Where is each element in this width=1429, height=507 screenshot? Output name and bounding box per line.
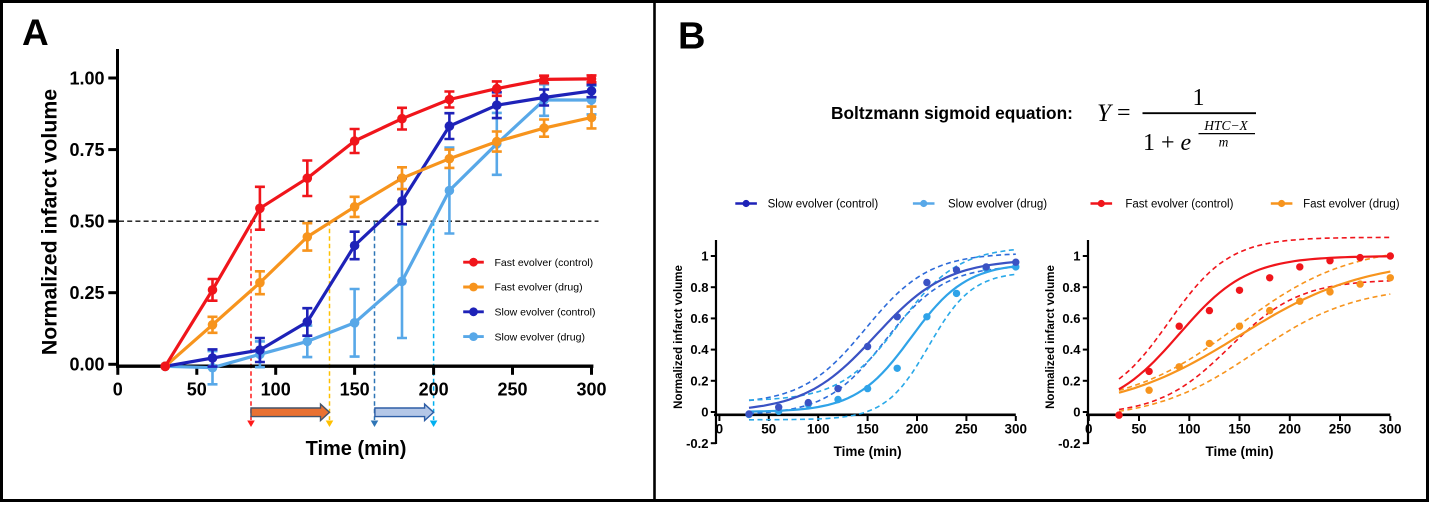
svg-text:250: 250 bbox=[1329, 422, 1352, 437]
svg-text:Slow evolver (drug): Slow evolver (drug) bbox=[948, 199, 1047, 211]
svg-text:200: 200 bbox=[906, 422, 929, 437]
svg-text:Fast evolver (control): Fast evolver (control) bbox=[1125, 199, 1233, 211]
svg-text:0.00: 0.00 bbox=[69, 355, 104, 375]
svg-text:0.2: 0.2 bbox=[690, 373, 708, 388]
svg-text:0.6: 0.6 bbox=[1062, 311, 1080, 326]
svg-text:0.4: 0.4 bbox=[690, 342, 709, 357]
svg-text:Fast evolver (drug): Fast evolver (drug) bbox=[1303, 199, 1400, 211]
svg-text:0: 0 bbox=[701, 405, 708, 420]
svg-text:Normalized infarct volume: Normalized infarct volume bbox=[38, 89, 62, 355]
svg-text:300: 300 bbox=[576, 380, 606, 400]
svg-text:250: 250 bbox=[955, 422, 978, 437]
svg-text:Time (min): Time (min) bbox=[306, 438, 407, 460]
svg-text:0.75: 0.75 bbox=[69, 140, 104, 160]
svg-text:0.2: 0.2 bbox=[1062, 373, 1080, 388]
svg-text:1: 1 bbox=[701, 249, 708, 264]
svg-text:0.25: 0.25 bbox=[69, 283, 104, 303]
svg-text:150: 150 bbox=[340, 380, 370, 400]
svg-text:1.00: 1.00 bbox=[69, 68, 104, 88]
svg-text:0: 0 bbox=[1073, 405, 1080, 420]
svg-text:50: 50 bbox=[761, 422, 776, 437]
svg-text:0.4: 0.4 bbox=[1062, 342, 1081, 357]
svg-text:0: 0 bbox=[716, 422, 724, 437]
svg-text:Slow evolver (drug): Slow evolver (drug) bbox=[495, 331, 585, 343]
svg-text:50: 50 bbox=[1131, 422, 1146, 437]
svg-text:Time (min): Time (min) bbox=[1205, 444, 1273, 459]
svg-text:0.8: 0.8 bbox=[690, 280, 708, 295]
svg-text:300: 300 bbox=[1379, 422, 1402, 437]
svg-text:1: 1 bbox=[1193, 85, 1205, 111]
svg-text:HTC−X: HTC−X bbox=[1203, 118, 1248, 133]
svg-text:100: 100 bbox=[807, 422, 830, 437]
svg-text:Boltzmann sigmoid equation:: Boltzmann sigmoid equation: bbox=[831, 103, 1073, 123]
svg-text:100: 100 bbox=[1178, 422, 1201, 437]
svg-text:0.6: 0.6 bbox=[690, 311, 708, 326]
svg-text:Fast evolver (control): Fast evolver (control) bbox=[495, 257, 594, 269]
svg-text:1 + e: 1 + e bbox=[1143, 130, 1192, 156]
svg-text:100: 100 bbox=[261, 380, 291, 400]
svg-text:0: 0 bbox=[1085, 422, 1093, 437]
svg-text:Normalized infarct volume: Normalized infarct volume bbox=[1045, 265, 1057, 409]
svg-text:150: 150 bbox=[1228, 422, 1251, 437]
svg-text:Slow evolver (control): Slow evolver (control) bbox=[768, 199, 879, 211]
svg-text:=: = bbox=[1117, 100, 1131, 126]
svg-text:0.8: 0.8 bbox=[1062, 280, 1080, 295]
svg-text:300: 300 bbox=[1005, 422, 1028, 437]
svg-text:250: 250 bbox=[497, 380, 527, 400]
svg-text:0.50: 0.50 bbox=[69, 212, 104, 232]
svg-text:Fast evolver (drug): Fast evolver (drug) bbox=[495, 282, 583, 294]
svg-text:Y: Y bbox=[1097, 100, 1114, 127]
svg-text:m: m bbox=[1219, 135, 1229, 150]
svg-text:1: 1 bbox=[1073, 249, 1080, 264]
svg-text:200: 200 bbox=[419, 380, 449, 400]
svg-text:A: A bbox=[22, 12, 49, 53]
svg-text:0: 0 bbox=[113, 380, 123, 400]
svg-text:Normalized infarct volume: Normalized infarct volume bbox=[673, 265, 685, 409]
svg-text:150: 150 bbox=[856, 422, 879, 437]
svg-text:50: 50 bbox=[187, 380, 207, 400]
svg-text:200: 200 bbox=[1279, 422, 1302, 437]
svg-text:B: B bbox=[678, 16, 705, 58]
svg-text:Time (min): Time (min) bbox=[834, 444, 902, 459]
svg-text:-0.2: -0.2 bbox=[1058, 436, 1080, 451]
svg-text:Slow evolver (control): Slow evolver (control) bbox=[495, 307, 596, 319]
svg-text:-0.2: -0.2 bbox=[686, 436, 708, 451]
